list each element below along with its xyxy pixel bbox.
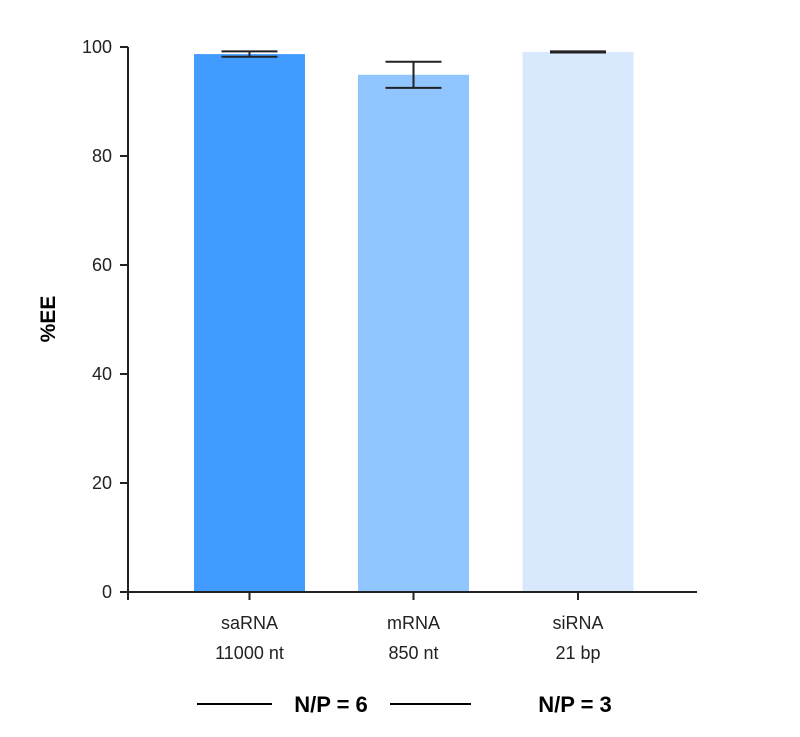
bar-mRNA	[358, 74, 469, 593]
y-tick-label: 60	[92, 255, 112, 275]
error-bar-siRNA	[550, 50, 606, 54]
x-tick-label: siRNA	[552, 613, 603, 633]
group-label: N/P = 6	[294, 692, 368, 717]
y-tick-label: 80	[92, 146, 112, 166]
group-label: N/P = 3	[538, 692, 612, 717]
x-tick-label: 11000 nt	[215, 643, 284, 663]
y-tick-label: 20	[92, 473, 112, 493]
x-tick-label: 21 bp	[555, 643, 600, 663]
bar-saRNA	[194, 54, 305, 592]
y-tick-label: 40	[92, 364, 112, 384]
group-np6: N/P = 6	[197, 692, 471, 717]
y-tick-label: 100	[82, 37, 112, 57]
y-axis-label: %EE	[37, 296, 60, 343]
bar-siRNA	[522, 51, 634, 592]
error-bar-mRNA	[385, 60, 442, 89]
x-tick-label: 850 nt	[388, 643, 438, 663]
x-tick-label: mRNA	[387, 613, 440, 633]
error-bar-saRNA	[221, 50, 278, 58]
x-tick-label: saRNA	[221, 613, 278, 633]
y-tick-label: 0	[102, 582, 112, 602]
